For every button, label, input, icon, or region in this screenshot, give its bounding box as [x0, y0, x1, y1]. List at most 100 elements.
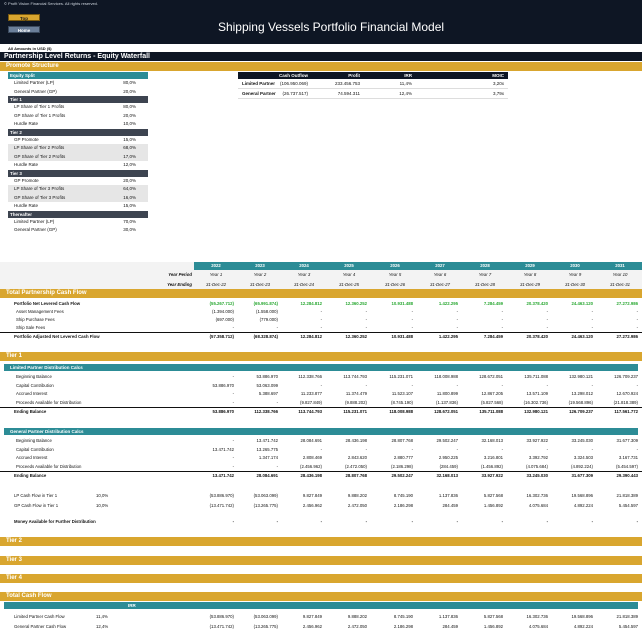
row-value: (1.137.836): [436, 399, 458, 405]
row-value: -: [365, 317, 367, 322]
promote-row-label: Hurdle Rate: [14, 121, 39, 126]
promote-row: GP Share of Tier 2 Profits 17,0%: [8, 152, 148, 161]
row-value: -: [456, 317, 458, 322]
row-value: -: [591, 325, 593, 330]
year-ending-row: Year Ending 31-Dec-22 31-Dec-23 31-Dec-24 3…: [0, 280, 642, 290]
row-value: -: [320, 317, 322, 322]
year-period-cell: Year 3: [297, 272, 311, 277]
row-value: (1.456.892): [481, 463, 503, 469]
row-value: 1.137.836: [438, 614, 458, 619]
top-button[interactable]: Top: [8, 14, 40, 21]
row-value: 4.892.224: [573, 624, 593, 629]
row-value: (21.818.389): [613, 399, 638, 405]
irr-header-label: IRR: [128, 603, 136, 608]
row-value: -: [276, 399, 278, 405]
row-value: -: [365, 519, 367, 524]
table-row: Portfolio Adjusted Net Levered Cash Flow…: [0, 332, 642, 340]
row-label: Beginning Balance: [16, 374, 52, 379]
row-value: 4.075.684: [528, 503, 548, 508]
row-value: (5.454.597): [616, 463, 638, 469]
row-value: 12.284.812: [300, 301, 322, 306]
promote-row-label: General Partner (GP): [14, 227, 57, 232]
table-row: Ship Purchase Fees (697.000) (779.000) - - - -…: [0, 316, 642, 324]
home-button[interactable]: Home: [8, 26, 40, 33]
year-cell: 2030: [570, 263, 580, 268]
row-value: 4.075.684: [528, 624, 548, 629]
row-value: 2.843.620: [347, 455, 367, 460]
row-value: -: [546, 309, 548, 314]
row-value: 12.360.252: [345, 301, 367, 306]
row-value: 1.137.836: [438, 493, 458, 498]
row-value: 8.745.190: [393, 493, 413, 498]
total-irr-header: IRR: [4, 602, 638, 609]
promote-row-label: GP Promote: [14, 136, 39, 142]
row-value: (2.186.298): [391, 463, 413, 469]
row-value: -: [546, 382, 548, 388]
promote-row-label: Limited Partner (LP): [14, 80, 55, 85]
table-row: Proceeds Available for Distribution - - (9.…: [0, 399, 642, 407]
row-value: 53.886.970: [212, 409, 234, 414]
year-ending-label: Year Ending: [167, 282, 192, 287]
year-cell: 2023: [255, 263, 265, 268]
row-value: (53.886.970): [209, 493, 234, 498]
row-value: 135.711.088: [479, 409, 503, 414]
row-value: 128.672.051: [434, 409, 458, 414]
promote-row-value: 15,0%: [123, 203, 136, 208]
row-value: 284.459: [442, 624, 458, 629]
promote-row: Limited Partner (LP) 70,0%: [8, 218, 148, 227]
app-title: Shipping Vessels Portfolio Financial Mod…: [217, 20, 445, 34]
promote-row: GP Promote 20,0%: [8, 177, 148, 186]
promote-row: LP Share of Tier 1 Profits 80,0%: [8, 103, 148, 112]
row-rate: 11,4%: [96, 614, 108, 619]
promote-row-label: Hurdle Rate: [14, 203, 39, 208]
promote-row-label: LP Share of Tier 1 Profits: [14, 104, 65, 109]
promote-row-value: 68,0%: [123, 145, 136, 150]
summary-moic: 3,20x: [492, 81, 504, 86]
years-row: 2022 2023 2024 2025 2026 2027 2028 2029 2030 2031: [194, 262, 642, 270]
promote-row: General Partner (GP) 20,0%: [8, 88, 148, 97]
row-value: 16.302.736: [526, 614, 548, 619]
row-value: (1.394.000): [212, 309, 234, 314]
tier1-band: Tier 1: [0, 352, 642, 361]
row-value: -: [501, 309, 503, 314]
row-value: (8.745.190): [391, 399, 413, 405]
row-value: -: [365, 309, 367, 314]
row-value: 29.390.443: [616, 473, 638, 478]
promote-row-label: General Partner (GP): [14, 88, 57, 94]
year-ending-cell: 31-Dec-23: [249, 282, 271, 287]
gp-calcs-header: General Partner Distribution Calcs: [4, 428, 638, 435]
row-value: 1.456.892: [483, 624, 503, 629]
row-label: Limited Partner Cash Flow: [14, 614, 65, 619]
row-value: 4.892.224: [573, 503, 593, 508]
summary-label: Limited Partner: [242, 81, 276, 86]
row-value: 53.886.970: [256, 374, 278, 379]
row-value: -: [411, 309, 413, 314]
row-value: 13.298.012: [571, 391, 593, 396]
row-label: GP Cash Flow in Tier 1: [14, 503, 59, 508]
row-value: -: [320, 382, 322, 388]
promote-row: GP Share of Tier 3 Profits 16,0%: [8, 193, 148, 202]
row-value: 1.347.174: [258, 455, 278, 460]
row-value: 28.436.198: [345, 438, 367, 443]
row-value: 8.745.190: [393, 614, 413, 619]
row-value: 3.167.731: [618, 455, 638, 460]
table-row: Ship Sale Fees - - - - - - - - - -: [0, 324, 642, 332]
header-cash-outflow: Cash Outflow: [279, 73, 308, 78]
row-value: 28.807.768: [391, 438, 413, 443]
row-value: -: [365, 446, 367, 452]
row-rate: 10,0%: [96, 493, 109, 498]
tier3-band: Tier 3: [0, 556, 642, 565]
table-row: Asset Management Fees (1.394.000) (1.558.0…: [0, 308, 642, 316]
row-value: -: [320, 519, 322, 524]
summary-profit: 233.456.753: [334, 81, 360, 86]
row-value: 29.502.247: [436, 438, 458, 443]
row-value: 1.456.892: [483, 503, 503, 508]
row-value: 126.709.237: [569, 409, 593, 414]
row-value: (9.827.849): [300, 399, 322, 405]
row-value: -: [320, 309, 322, 314]
promote-row-value: 80,0%: [123, 104, 136, 109]
tpcf-band: Total Partnership Cash Flow: [0, 289, 642, 298]
row-value: -: [320, 325, 322, 330]
promote-structure-table: Equity Split Limited Partner (LP) 80,0% Gen…: [8, 72, 148, 235]
summary-header: Cash Outflow Profit IRR MOIC: [238, 72, 508, 79]
